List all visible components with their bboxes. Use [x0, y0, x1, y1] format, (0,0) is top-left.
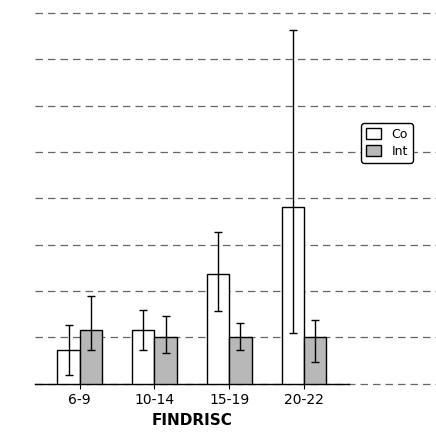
Bar: [154, 337, 177, 384]
Legend: Co, Int: Co, Int: [361, 123, 413, 163]
Bar: [282, 207, 304, 384]
Bar: [57, 350, 80, 384]
Bar: [207, 274, 229, 384]
Bar: [132, 330, 154, 384]
Bar: [304, 337, 327, 384]
X-axis label: FINDRISC: FINDRISC: [151, 413, 232, 428]
Bar: [80, 330, 102, 384]
Bar: [229, 337, 252, 384]
